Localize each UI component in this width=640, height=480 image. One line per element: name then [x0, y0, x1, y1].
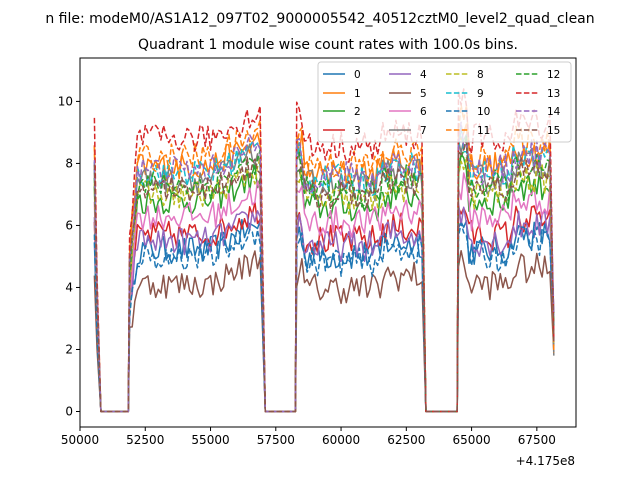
legend-label-11: 11	[477, 125, 490, 137]
series-line-11	[93, 104, 555, 413]
figure-suptitle: n file: modeM0/AS1A12_097T02_9000005542_…	[45, 11, 594, 27]
series-line-0	[93, 218, 555, 413]
y-tick-label: 0	[65, 404, 73, 418]
legend-label-15: 15	[547, 125, 560, 137]
legend-label-1: 1	[354, 88, 361, 100]
plot-lines	[93, 88, 555, 413]
series-line-10	[93, 222, 555, 413]
series-line-1	[93, 123, 555, 413]
x-tick-label: 55000	[191, 433, 229, 447]
series-line-12	[93, 135, 555, 413]
x-offset-label: +4.175e8	[516, 454, 575, 468]
x-tick-label: 60000	[322, 433, 360, 447]
legend-label-3: 3	[354, 125, 361, 137]
legend-label-0: 0	[354, 69, 361, 81]
y-tick-label: 6	[65, 218, 73, 232]
legend-label-7: 7	[420, 125, 427, 137]
legend-label-13: 13	[547, 88, 560, 100]
y-axis: 0 2 4 6 8 10	[58, 94, 80, 418]
series-line-2	[93, 153, 555, 413]
series-line-9	[93, 124, 555, 413]
series-line-15	[93, 140, 555, 413]
legend-label-10: 10	[477, 106, 490, 118]
legend-label-9: 9	[477, 88, 484, 100]
x-tick-label: 65000	[452, 433, 490, 447]
legend-label-6: 6	[420, 106, 427, 118]
legend-label-8: 8	[477, 69, 484, 81]
x-tick-label: 67500	[518, 433, 556, 447]
series-line-6	[93, 172, 555, 413]
chart-title: Quadrant 1 module wise count rates with …	[138, 37, 518, 53]
y-tick-label: 2	[65, 342, 73, 356]
series-line-4	[93, 201, 555, 413]
legend-box	[317, 61, 572, 143]
x-tick-label: 50000	[61, 433, 99, 447]
legend-label-2: 2	[354, 106, 361, 118]
plot-frame	[79, 57, 577, 428]
y-tick-label: 8	[65, 156, 73, 170]
x-axis: 50000 52500 55000 57500 60000 62500 65000 67500	[61, 427, 556, 447]
series-line-5	[93, 249, 555, 413]
series-line-8	[93, 156, 555, 413]
legend-label-14: 14	[547, 106, 561, 118]
x-tick-label: 52500	[126, 433, 164, 447]
legend-label-12: 12	[547, 69, 560, 81]
y-tick-label: 4	[65, 280, 73, 294]
x-tick-label: 57500	[257, 433, 295, 447]
legend-label-4: 4	[420, 69, 427, 81]
y-tick-label: 10	[58, 94, 73, 108]
legend-label-5: 5	[420, 88, 427, 100]
x-tick-label: 62500	[387, 433, 425, 447]
